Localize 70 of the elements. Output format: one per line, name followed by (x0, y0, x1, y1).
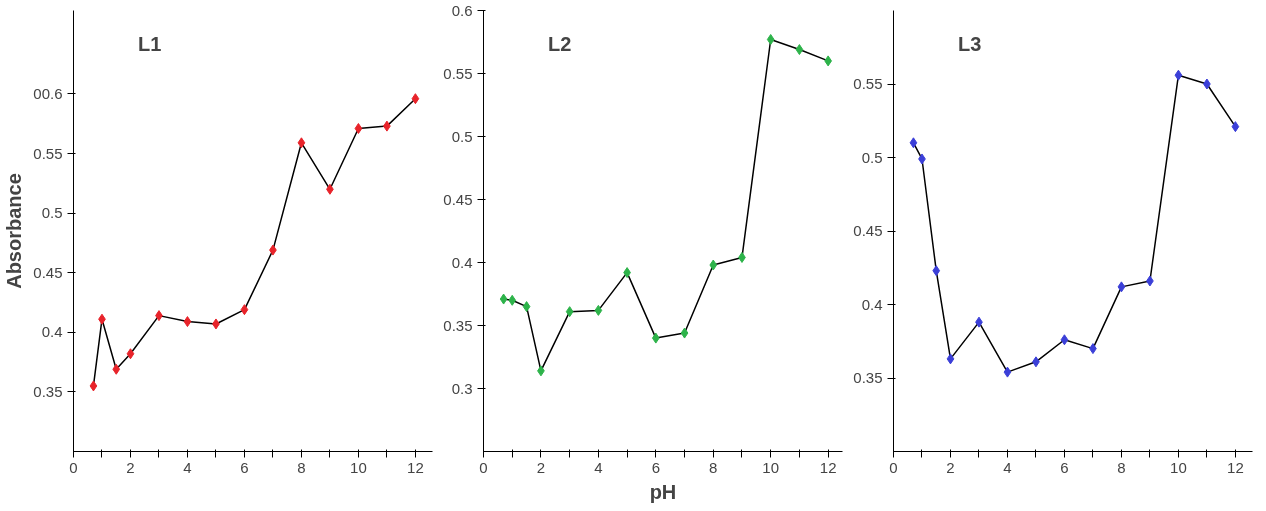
point (795, 44, 804, 56)
y-tick-label: 0.45 (33, 263, 63, 281)
text: L1 (138, 32, 162, 55)
y-tick-label: 0.3 (451, 379, 473, 397)
x-tick-label: 2 (536, 458, 546, 476)
point (499, 293, 508, 305)
point (651, 332, 660, 344)
x-tick-label: 6 (1060, 458, 1069, 476)
point (709, 259, 718, 271)
y-tick-label: 0.5 (451, 127, 473, 145)
y-tick-label: 0.4 (451, 253, 473, 271)
y-tick-label: 00.6 (33, 84, 63, 102)
x-tick-label: 8 (297, 458, 306, 476)
point (565, 306, 574, 318)
x-tick-label: 4 (594, 458, 603, 476)
point (1060, 334, 1069, 346)
x-tick-label: 2 (946, 458, 955, 476)
y-tick-label: 0.4 (41, 323, 63, 341)
point (1174, 69, 1183, 81)
x-tick-label: 12 (819, 458, 837, 476)
point (411, 93, 420, 105)
x-tick-label: 10 (1170, 458, 1187, 476)
x-tick-label: 6 (240, 458, 249, 476)
point (680, 327, 689, 339)
point (1003, 366, 1012, 378)
point (1231, 121, 1240, 133)
y-tick-label: 0.55 (443, 64, 473, 82)
y-axis-title: Absorbance (3, 173, 26, 289)
y-tick-label: 0.5 (41, 204, 63, 222)
y-tick-label: 0.35 (443, 316, 473, 334)
point (354, 123, 363, 134)
point (1117, 281, 1126, 293)
x-tick-label: 4 (183, 458, 192, 476)
y-tick-label: 0.55 (853, 75, 883, 92)
y-tick-label: 0.45 (853, 222, 883, 239)
x-tick-label: 8 (709, 458, 718, 476)
x-tick-label: 6 (651, 458, 660, 476)
point (766, 33, 775, 45)
point (946, 353, 955, 365)
point (932, 265, 941, 277)
x-tick-label: 12 (1227, 458, 1244, 476)
x-tick-label: 10 (350, 458, 367, 476)
x-tick-label: 4 (1003, 458, 1012, 476)
x-tick-label: 0 (69, 458, 78, 476)
y-tick-label: 0.4 (861, 295, 883, 313)
point (297, 137, 306, 149)
point (240, 304, 249, 316)
x-tick-label: 0 (479, 458, 488, 476)
y-tick-label: 0.55 (33, 144, 63, 162)
y-tick-label: 0.45 (443, 190, 473, 208)
x-tick-label: 0 (889, 458, 898, 476)
point (909, 137, 918, 149)
point (522, 301, 531, 313)
point (89, 380, 98, 392)
text: L2 (548, 32, 572, 55)
x-tick-label: 8 (1117, 458, 1126, 476)
y-tick-label: 0.5 (861, 148, 883, 166)
point (594, 304, 603, 316)
y-tick-label: 0.35 (33, 382, 63, 400)
y-tick-label: 0.35 (853, 369, 883, 386)
point (112, 363, 121, 375)
point (126, 348, 135, 360)
text: L3 (958, 32, 982, 55)
point (508, 294, 517, 306)
point (183, 316, 192, 328)
y-tick-label: 0.6 (451, 1, 473, 19)
x-tick-label: 2 (126, 458, 135, 476)
x-tick-label: 10 (762, 458, 780, 476)
x-axis-title: pH (649, 480, 677, 503)
x-tick-label: 12 (407, 458, 424, 476)
